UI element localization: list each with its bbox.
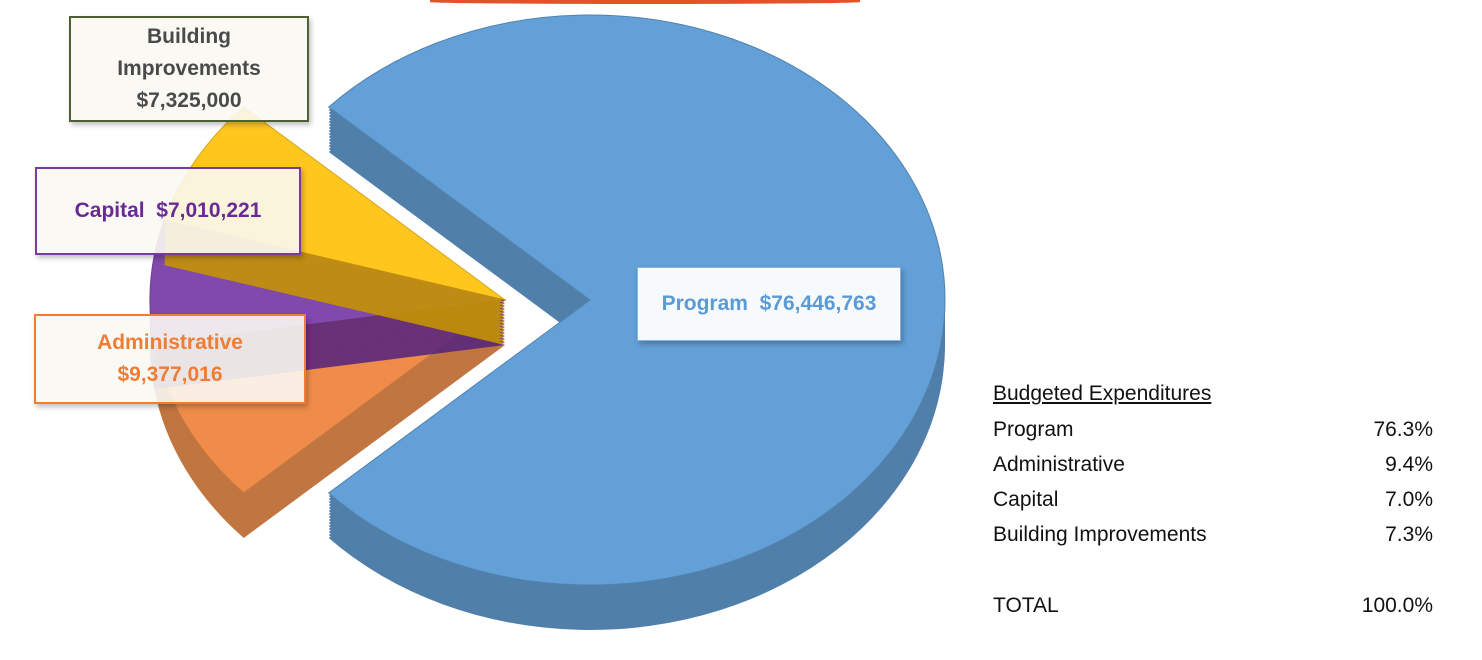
total-label: TOTAL bbox=[993, 594, 1059, 617]
expenditure-table: Budgeted Expenditures Program 76.3% Admin… bbox=[993, 382, 1433, 623]
label-text: Building bbox=[147, 25, 231, 48]
row-label: Program bbox=[993, 418, 1074, 441]
table-row: Administrative 9.4% bbox=[993, 447, 1433, 482]
label-text: Administrative bbox=[97, 331, 243, 354]
label-building-improvements: Building Improvements $7,325,000 bbox=[69, 16, 309, 122]
row-label: Building Improvements bbox=[993, 523, 1207, 546]
total-value: 100.0% bbox=[1361, 594, 1433, 617]
label-text: Program $76,446,763 bbox=[661, 292, 877, 315]
row-label: Administrative bbox=[993, 453, 1125, 476]
table-row: Program 76.3% bbox=[993, 412, 1433, 447]
label-value: $7,325,000 bbox=[136, 89, 242, 112]
row-value: 76.3% bbox=[1373, 418, 1433, 441]
label-administrative: Administrative $9,377,016 bbox=[34, 314, 306, 404]
row-label: Capital bbox=[993, 488, 1059, 511]
table-header: Budgeted Expenditures bbox=[993, 382, 1212, 405]
pie-slice-top bbox=[327, 14, 946, 586]
label-program: Program $76,446,763 bbox=[637, 267, 901, 341]
decorative-top-arc bbox=[430, 0, 860, 4]
row-value: 9.4% bbox=[1385, 453, 1433, 476]
table-row: Building Improvements 7.3% bbox=[993, 517, 1433, 552]
row-value: 7.3% bbox=[1385, 523, 1433, 546]
row-value: 7.0% bbox=[1385, 488, 1433, 511]
label-value: $9,377,016 bbox=[117, 363, 223, 386]
table-total-row: TOTAL 100.0% bbox=[993, 588, 1433, 623]
label-capital: Capital $7,010,221 bbox=[35, 167, 301, 255]
table-row: Capital 7.0% bbox=[993, 482, 1433, 517]
label-text: Capital $7,010,221 bbox=[74, 199, 262, 222]
label-text: Improvements bbox=[117, 57, 261, 80]
pie-slice-program bbox=[327, 14, 946, 631]
